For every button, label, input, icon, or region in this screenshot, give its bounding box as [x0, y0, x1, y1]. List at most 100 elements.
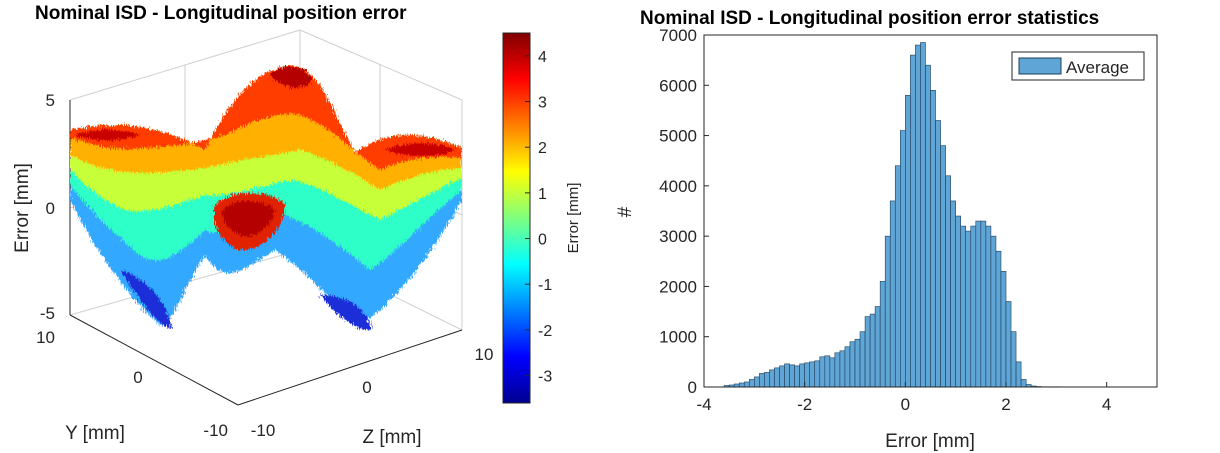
colorbar-label: Error [mm] — [565, 183, 582, 254]
histogram-bar — [819, 356, 826, 388]
x-tick-label: -4 — [696, 395, 711, 414]
histogram-bar — [764, 372, 770, 388]
histogram-bar — [869, 313, 876, 388]
histogram-bar — [945, 175, 951, 388]
histogram-bar — [879, 281, 886, 388]
histogram-bar — [784, 363, 790, 388]
surface-ticks: 5 0 -5 10 0 -10 -10 0 10 — [36, 91, 493, 440]
colorbar-tick-label: -2 — [538, 323, 552, 340]
y-tick-label: 7000 — [659, 26, 697, 45]
surface-mesh — [70, 65, 462, 331]
histogram-bar — [1005, 301, 1012, 388]
histogram-bar — [930, 90, 936, 388]
colorbar-tick-label: 4 — [538, 49, 547, 66]
x-tick-label: 2 — [1001, 395, 1010, 414]
x-tick-label: 4 — [1102, 395, 1111, 414]
colorbar-tick-label: -1 — [538, 277, 552, 294]
surface-title: Nominal ISD - Longitudinal position erro… — [35, 3, 407, 24]
histogram-bar — [743, 381, 750, 388]
y-tick-label: 1000 — [659, 328, 697, 347]
histogram-bar — [754, 376, 760, 388]
histogram-bar — [774, 367, 780, 388]
histogram-bar — [935, 120, 941, 388]
histogram-bar — [839, 350, 846, 388]
histogram-bar — [995, 250, 1002, 388]
legend-swatch — [1018, 57, 1062, 75]
histogram-x-label: Error [mm] — [885, 431, 975, 452]
histogram-bar — [894, 165, 901, 388]
histogram-bar — [759, 373, 765, 388]
histogram-bar — [980, 220, 987, 388]
y-tick-label: 0 — [688, 378, 697, 397]
surface-y-label: Y [mm] — [65, 423, 125, 444]
histogram-bar — [960, 225, 967, 388]
histogram-bar — [864, 316, 871, 388]
x-tick-label: 0 — [362, 378, 371, 397]
histogram-axes-box — [703, 34, 1158, 388]
histogram-bar — [874, 306, 881, 388]
histogram-y-label: # — [615, 206, 636, 217]
histogram-bar — [814, 360, 821, 388]
histogram-bar — [809, 361, 816, 388]
histogram-bar — [940, 145, 946, 388]
histogram-bar — [975, 220, 982, 388]
histogram-bar — [859, 331, 866, 388]
legend-label: Average — [1066, 58, 1129, 77]
surface-z-label: Error [mm] — [12, 163, 33, 253]
x-tick-label: -2 — [797, 395, 812, 414]
x-tick-label: 10 — [475, 345, 494, 364]
colorbar-tick-label: 2 — [538, 140, 547, 157]
histogram-plot: -4 -2 0 2 4 0 1000 2000 3000 4000 5000 6000 7000 Er… — [615, 26, 1158, 452]
x-tick-label: -10 — [251, 421, 276, 440]
z-tick-label: 0 — [46, 199, 55, 218]
y-tick-label: 4000 — [659, 177, 697, 196]
histogram-bar — [884, 235, 891, 388]
histogram-bar — [905, 95, 911, 388]
y-tick-label: 10 — [36, 328, 55, 347]
histogram-bar — [910, 54, 916, 388]
colorbar-tick-label: 1 — [538, 186, 547, 203]
surface-x-label: Z [mm] — [362, 427, 421, 448]
histogram-bar — [985, 225, 992, 388]
histogram-bar — [804, 362, 810, 388]
histogram-bar — [799, 363, 805, 388]
colorbar — [502, 32, 531, 404]
histogram-bar — [1010, 331, 1017, 388]
colorbar-tick-label: 3 — [538, 95, 547, 112]
histogram-bar — [965, 230, 972, 388]
histogram-bar — [849, 341, 856, 388]
z-tick-label: 5 — [46, 91, 55, 110]
histogram-bar — [779, 365, 785, 388]
histogram-bar — [789, 364, 795, 388]
histogram-bar — [889, 200, 896, 388]
colorbar-tick-label: -3 — [538, 369, 552, 386]
histogram-bar — [970, 225, 977, 388]
z-tick-label: -5 — [40, 304, 55, 323]
histogram-legend: Average — [1011, 51, 1145, 81]
histogram-bar — [738, 382, 745, 388]
histogram-bar — [1020, 379, 1027, 388]
histogram-bar — [748, 379, 755, 388]
histogram-y-ticks: 0 1000 2000 3000 4000 5000 6000 7000 — [659, 26, 709, 397]
histogram-bar — [925, 64, 931, 388]
y-tick-label: 3000 — [659, 227, 697, 246]
surface-plot: 5 0 -5 10 0 -10 -10 0 10 Error [mm] Y [m… — [12, 29, 582, 448]
y-tick-label: 6000 — [659, 76, 697, 95]
histogram-bar — [1000, 271, 1007, 388]
y-tick-label: 5000 — [659, 127, 697, 146]
histogram-bar — [990, 235, 997, 388]
histogram-bar — [1015, 361, 1022, 388]
histogram-bar — [915, 44, 921, 388]
y-tick-label: -10 — [203, 421, 228, 440]
colorbar-ticks: 4 3 2 1 0 -1 -2 -3 — [525, 49, 552, 386]
histogram-title: Nominal ISD - Longitudinal position erro… — [640, 8, 1100, 29]
histogram-bars — [723, 42, 1062, 388]
histogram-bar — [844, 346, 851, 388]
histogram-bar — [899, 130, 906, 388]
y-tick-label: 2000 — [659, 277, 697, 296]
histogram-bar — [950, 200, 956, 388]
histogram-bar — [824, 355, 831, 388]
histogram-bar — [794, 365, 800, 388]
histogram-x-ticks: -4 -2 0 2 4 — [696, 382, 1111, 414]
